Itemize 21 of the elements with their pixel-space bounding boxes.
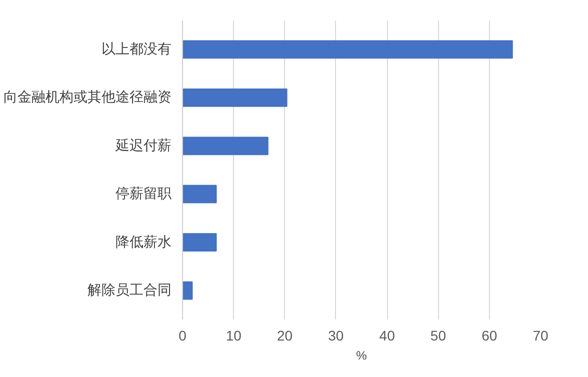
bar bbox=[182, 40, 513, 59]
y-tick-label: 以上都没有 bbox=[102, 41, 172, 58]
bar bbox=[182, 281, 193, 300]
x-tick-label: 40 bbox=[379, 328, 396, 344]
x-tick-label: 50 bbox=[430, 328, 446, 344]
x-tick-label: 0 bbox=[178, 328, 187, 344]
bar bbox=[182, 88, 288, 107]
bar bbox=[182, 233, 217, 252]
x-axis-title: % bbox=[356, 348, 368, 362]
y-tick-label: 停薪留职 bbox=[116, 186, 172, 202]
y-tick-label: 降低薪水 bbox=[116, 234, 172, 250]
bar bbox=[182, 184, 217, 204]
x-tick-label: 60 bbox=[482, 328, 498, 344]
x-tick-label: 30 bbox=[328, 328, 344, 344]
x-tick-label: 70 bbox=[532, 328, 548, 344]
x-tick-label: 10 bbox=[226, 328, 242, 344]
y-tick-label: 解除员工合同 bbox=[88, 282, 172, 299]
y-tick-label: 延迟付薪 bbox=[114, 138, 172, 154]
x-tick-label: 20 bbox=[277, 328, 293, 344]
bar bbox=[182, 136, 268, 156]
y-tick-label: 向金融机构或其他途径融资 bbox=[4, 90, 172, 106]
